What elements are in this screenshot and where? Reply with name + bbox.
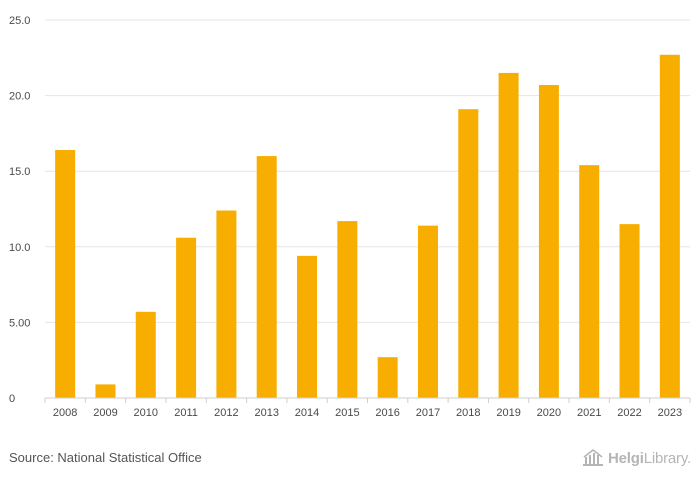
x-tick-label: 2009 bbox=[93, 407, 117, 419]
bar-2018[interactable] bbox=[458, 109, 479, 398]
bar-2013[interactable] bbox=[256, 156, 277, 398]
source-note: Source: National Statistical Office bbox=[9, 450, 202, 465]
x-tick-label: 2017 bbox=[416, 407, 440, 419]
x-tick-label: 2021 bbox=[577, 407, 601, 419]
y-tick-label: 0 bbox=[9, 393, 15, 405]
x-tick-label: 2014 bbox=[295, 407, 319, 419]
x-tick-label: 2013 bbox=[254, 407, 278, 419]
x-tick-label: 2012 bbox=[214, 407, 238, 419]
bar-2022[interactable] bbox=[619, 224, 640, 398]
x-tick-label: 2022 bbox=[617, 407, 641, 419]
bar-2008[interactable] bbox=[55, 150, 76, 398]
brand-name-regular: Library. bbox=[643, 449, 692, 467]
y-tick-label: 25.0 bbox=[9, 15, 30, 27]
brand-name-bold: Helgi bbox=[608, 449, 644, 467]
y-tick-label: 10.0 bbox=[9, 242, 30, 254]
x-axis: 2008 2009 2010 2011 2012 2013 2014 2015 2016 2017… bbox=[44, 397, 691, 419]
bars bbox=[55, 54, 680, 399]
x-tick-label: 2010 bbox=[134, 407, 158, 419]
bar-2012[interactable] bbox=[216, 210, 237, 398]
x-tick-label: 2016 bbox=[375, 407, 399, 419]
bar-2017[interactable] bbox=[417, 225, 438, 398]
x-tick-label: 2008 bbox=[53, 407, 77, 419]
x-tick-label: 2023 bbox=[658, 407, 682, 419]
bar-2020[interactable] bbox=[538, 85, 559, 399]
y-tick-label: 5.00 bbox=[9, 317, 30, 329]
bar-2009[interactable] bbox=[95, 384, 116, 398]
bar-2010[interactable] bbox=[135, 311, 156, 398]
x-tick-label: 2015 bbox=[335, 407, 359, 419]
library-building-icon bbox=[583, 449, 603, 466]
bar-2023[interactable] bbox=[659, 54, 680, 398]
y-tick-label: 20.0 bbox=[9, 91, 30, 103]
brand-name: HelgiLibrary. bbox=[608, 450, 691, 467]
x-tick-label: 2019 bbox=[496, 407, 520, 419]
x-tick-label: 2018 bbox=[456, 407, 480, 419]
bar-2011[interactable] bbox=[176, 237, 197, 398]
y-axis: 0 5.00 10.0 15.0 20.0 25.0 bbox=[9, 15, 30, 405]
bar-2014[interactable] bbox=[297, 255, 318, 398]
bar-2019[interactable] bbox=[498, 72, 519, 399]
bar-2021[interactable] bbox=[579, 165, 600, 398]
bar-2016[interactable] bbox=[377, 357, 398, 398]
y-tick-label: 15.0 bbox=[9, 166, 30, 178]
bar-2015[interactable] bbox=[337, 221, 358, 398]
x-tick-label: 2020 bbox=[537, 407, 561, 419]
brand-logo[interactable]: HelgiLibrary. bbox=[582, 449, 691, 467]
x-tick-label: 2011 bbox=[174, 407, 198, 419]
